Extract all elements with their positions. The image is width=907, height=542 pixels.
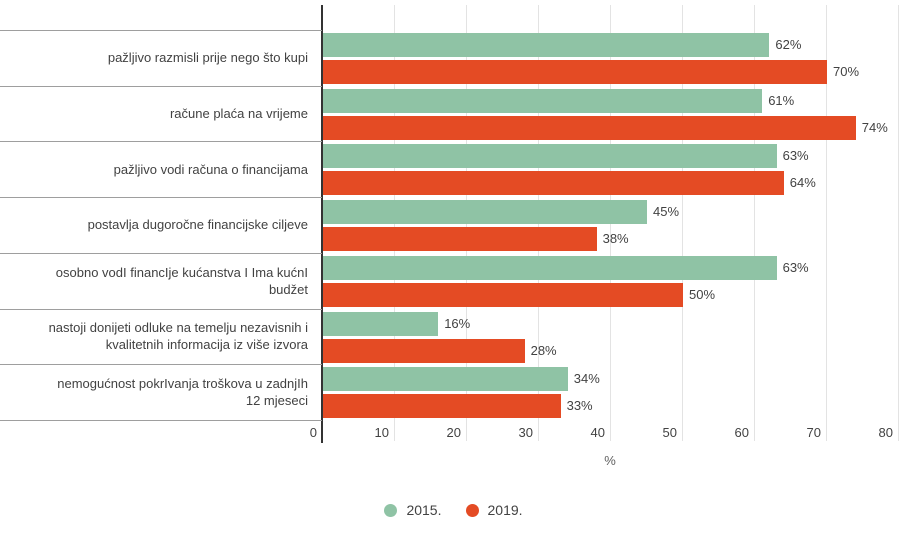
legend-dot-icon: [465, 503, 479, 517]
bar-value-label: 61%: [768, 92, 795, 108]
bar-2019: [323, 60, 827, 84]
bar-value-label: 34%: [573, 371, 600, 387]
row-separator: [0, 197, 322, 199]
x-tick-label-30: 30: [518, 425, 533, 440]
bar-value-label: 64%: [789, 175, 816, 191]
gridline-80: [898, 5, 899, 441]
bar-2015: [323, 33, 770, 57]
legend-label: 2019.: [487, 502, 523, 518]
bar-value-label: 28%: [530, 342, 557, 358]
x-tick-label-20: 20: [446, 425, 461, 440]
bar-value-label: 50%: [689, 286, 716, 302]
x-tick-label-40: 40: [590, 425, 605, 440]
bar-value-label: 74%: [861, 119, 888, 135]
category-label: postavlja dugoročne financijske ciljeve: [87, 217, 308, 233]
bar-value-label: 33%: [566, 398, 593, 414]
x-tick-label-60: 60: [734, 425, 749, 440]
category-label: pažljivo razmisli prije nego što kupi: [107, 50, 308, 66]
category-label: račune plaća na vrijeme: [169, 106, 308, 122]
bar-2015: [323, 255, 777, 280]
bar-2015: [323, 200, 647, 225]
bar-value-label: 63%: [782, 148, 809, 164]
bar-2019: [323, 115, 856, 140]
category-label: osobno vodI financIje kućanstva I Ima ku…: [55, 264, 308, 297]
row-separator: [0, 252, 322, 254]
category-label: nastoji donijeti odluke na temelju nezav…: [48, 320, 308, 353]
row-separator: [0, 308, 322, 310]
baseline-axis: [321, 5, 323, 443]
gridline-50: [682, 5, 683, 441]
row-separator: [0, 30, 322, 31]
legend-item-2019: 2019.: [465, 502, 523, 518]
category-label: nemogućnost pokrIvanja troškova u zadnjI…: [57, 376, 308, 409]
gridline-70: [826, 5, 827, 441]
bar-value-label: 45%: [653, 204, 680, 220]
legend-dot-icon: [384, 503, 398, 517]
row-separator: [0, 85, 322, 87]
legend-label: 2015.: [406, 502, 442, 518]
gridline-60: [754, 5, 755, 441]
bar-2019: [323, 394, 561, 419]
bar-2015: [323, 311, 439, 336]
bar-value-label: 63%: [782, 259, 809, 275]
bar-2019: [323, 227, 597, 252]
row-separator: [0, 364, 322, 366]
legend-item-2015: 2015.: [384, 502, 442, 518]
row-separator: [0, 141, 322, 143]
bar-2019: [323, 338, 525, 363]
bar-value-label: 70%: [833, 64, 860, 79]
bar-2015: [323, 88, 763, 113]
x-tick-label-10: 10: [374, 425, 389, 440]
bar-value-label: 16%: [444, 315, 471, 331]
category-label: pažljivo vodi računa o financijama: [113, 161, 308, 177]
x-axis-title: %: [604, 453, 616, 468]
bar-value-label: 62%: [775, 37, 802, 52]
legend: 2015. 2019.: [0, 502, 907, 518]
row-separator: [0, 419, 322, 421]
bar-value-label: 38%: [602, 231, 629, 247]
bar-2019: [323, 282, 683, 307]
x-tick-label-70: 70: [806, 425, 821, 440]
bar-2019: [323, 171, 784, 196]
bar-2015: [323, 144, 777, 169]
x-tick-label-80: 80: [878, 425, 893, 440]
x-tick-label-0: 0: [309, 425, 317, 440]
bar-2015: [323, 367, 568, 392]
x-tick-label-50: 50: [662, 425, 677, 440]
